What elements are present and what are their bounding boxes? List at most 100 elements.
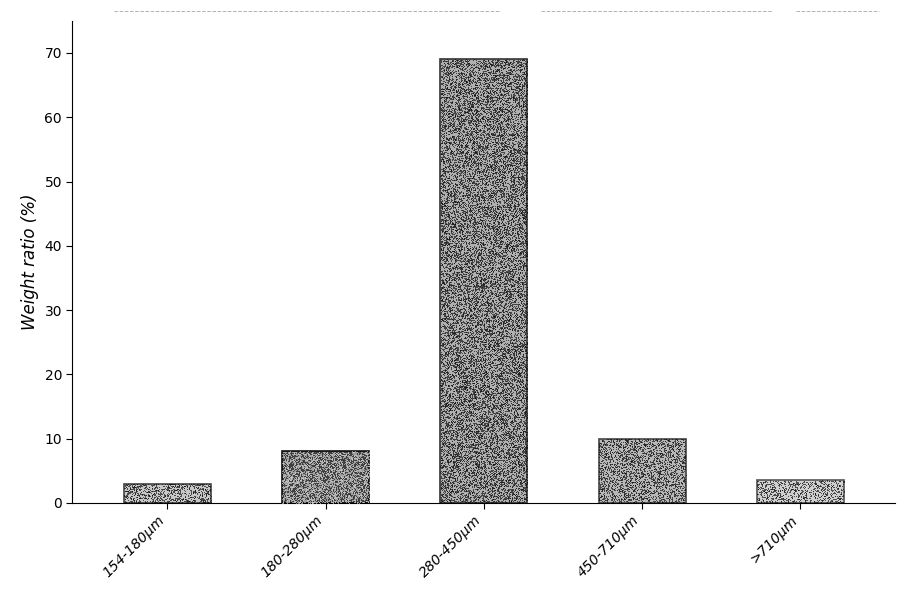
Point [496,100,510,110]
Point [323,475,338,484]
Point [608,461,623,471]
Point [498,318,513,328]
Point [456,203,471,212]
Point [125,484,139,494]
Point [491,142,506,151]
Point [129,494,144,504]
Point [454,355,469,364]
Point [626,445,640,455]
Point [483,447,497,456]
Point [504,495,518,504]
Point [649,474,664,483]
Point [438,236,453,245]
Point [298,459,312,469]
Point [303,470,318,480]
Point [347,495,362,504]
Point [474,463,488,473]
Point [313,477,328,487]
Point [441,197,455,207]
Point [467,150,482,159]
Point [494,233,508,243]
Point [343,454,357,463]
Point [671,438,685,448]
Point [498,456,513,465]
Point [443,305,458,315]
Point [456,490,471,500]
Point [634,442,649,451]
Point [506,348,520,358]
Point [325,494,340,504]
Point [443,432,458,442]
Point [463,369,478,379]
Point [471,142,485,151]
Point [433,459,448,468]
Point [515,240,529,249]
Point [482,260,496,269]
Point [519,414,534,424]
Point [677,489,692,498]
Point [316,447,331,457]
Point [461,274,475,284]
Point [473,212,487,221]
Point [778,477,792,486]
Point [464,370,479,379]
Point [626,492,640,502]
Point [470,304,485,313]
Point [511,73,526,83]
Point [492,284,507,294]
Point [323,497,338,507]
Point [605,496,620,506]
Point [351,451,365,460]
Point [449,348,463,358]
Point [518,403,532,413]
Point [474,456,488,466]
Point [434,249,449,258]
Point [470,320,485,329]
Point [188,495,202,504]
Point [503,477,518,487]
Point [444,356,459,365]
Point [519,270,534,280]
Point [495,261,509,270]
Point [449,413,463,423]
Point [459,219,474,228]
Point [133,481,147,490]
Point [467,238,482,248]
Point [469,82,484,92]
Point [457,435,472,444]
Point [620,443,635,453]
Point [754,486,769,495]
Point [434,278,449,288]
Point [443,305,458,314]
Point [518,486,532,496]
Point [513,295,528,305]
Point [435,481,450,490]
Point [438,416,453,426]
Point [489,209,504,219]
Point [485,112,500,121]
Point [458,102,473,112]
Point [481,200,496,210]
Point [476,157,491,166]
Point [463,487,477,497]
Point [439,203,453,213]
Point [485,341,500,351]
Point [468,299,483,309]
Point [451,413,465,423]
Point [464,487,479,496]
Point [446,94,461,104]
Point [453,297,467,307]
Point [512,282,527,292]
Point [499,317,514,327]
Point [508,388,523,398]
Point [493,84,507,94]
Point [608,490,623,500]
Point [464,426,479,436]
Point [440,401,454,410]
Point [476,112,491,121]
Point [478,370,493,379]
Point [446,426,461,435]
Point [460,234,474,244]
Point [434,279,449,288]
Point [282,477,297,487]
